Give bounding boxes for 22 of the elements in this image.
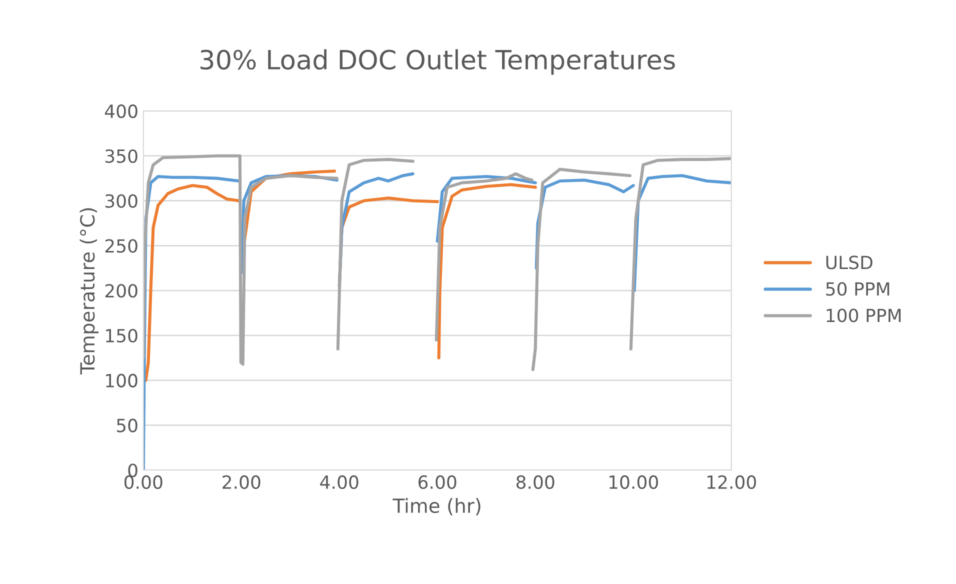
x-tick-label: 2.00 <box>222 475 260 489</box>
y-tick-label: 150 <box>106 328 138 343</box>
legend-label: 50 PPM <box>826 282 890 296</box>
legend-label: 100 PPM <box>826 308 901 322</box>
x-tick-label: 4.00 <box>320 475 358 489</box>
y-tick-label: 100 <box>106 374 138 388</box>
legend-label: ULSD <box>826 256 872 270</box>
y-tick-label: 350 <box>105 149 138 163</box>
y-tick-label: 300 <box>105 194 138 208</box>
x-tick-label: 6.00 <box>418 475 456 489</box>
y-axis-title: Temperature (°C) <box>80 208 99 375</box>
y-tick-label: 250 <box>105 239 138 253</box>
x-tick-label: 12.00 <box>707 475 756 489</box>
y-tick-label: 200 <box>105 284 138 298</box>
x-axis-title: Time (hr) <box>392 498 480 516</box>
chart-title: 30% Load DOC Outlet Temperatures <box>200 49 675 75</box>
y-tick-label: 400 <box>104 104 138 118</box>
y-tick-label: 0 <box>128 464 138 478</box>
x-tick-label: 0.00 <box>124 475 162 489</box>
x-tick-label: 8.00 <box>516 475 554 489</box>
y-tick-label: 50 <box>116 418 138 432</box>
x-tick-label: 10.00 <box>609 475 658 489</box>
